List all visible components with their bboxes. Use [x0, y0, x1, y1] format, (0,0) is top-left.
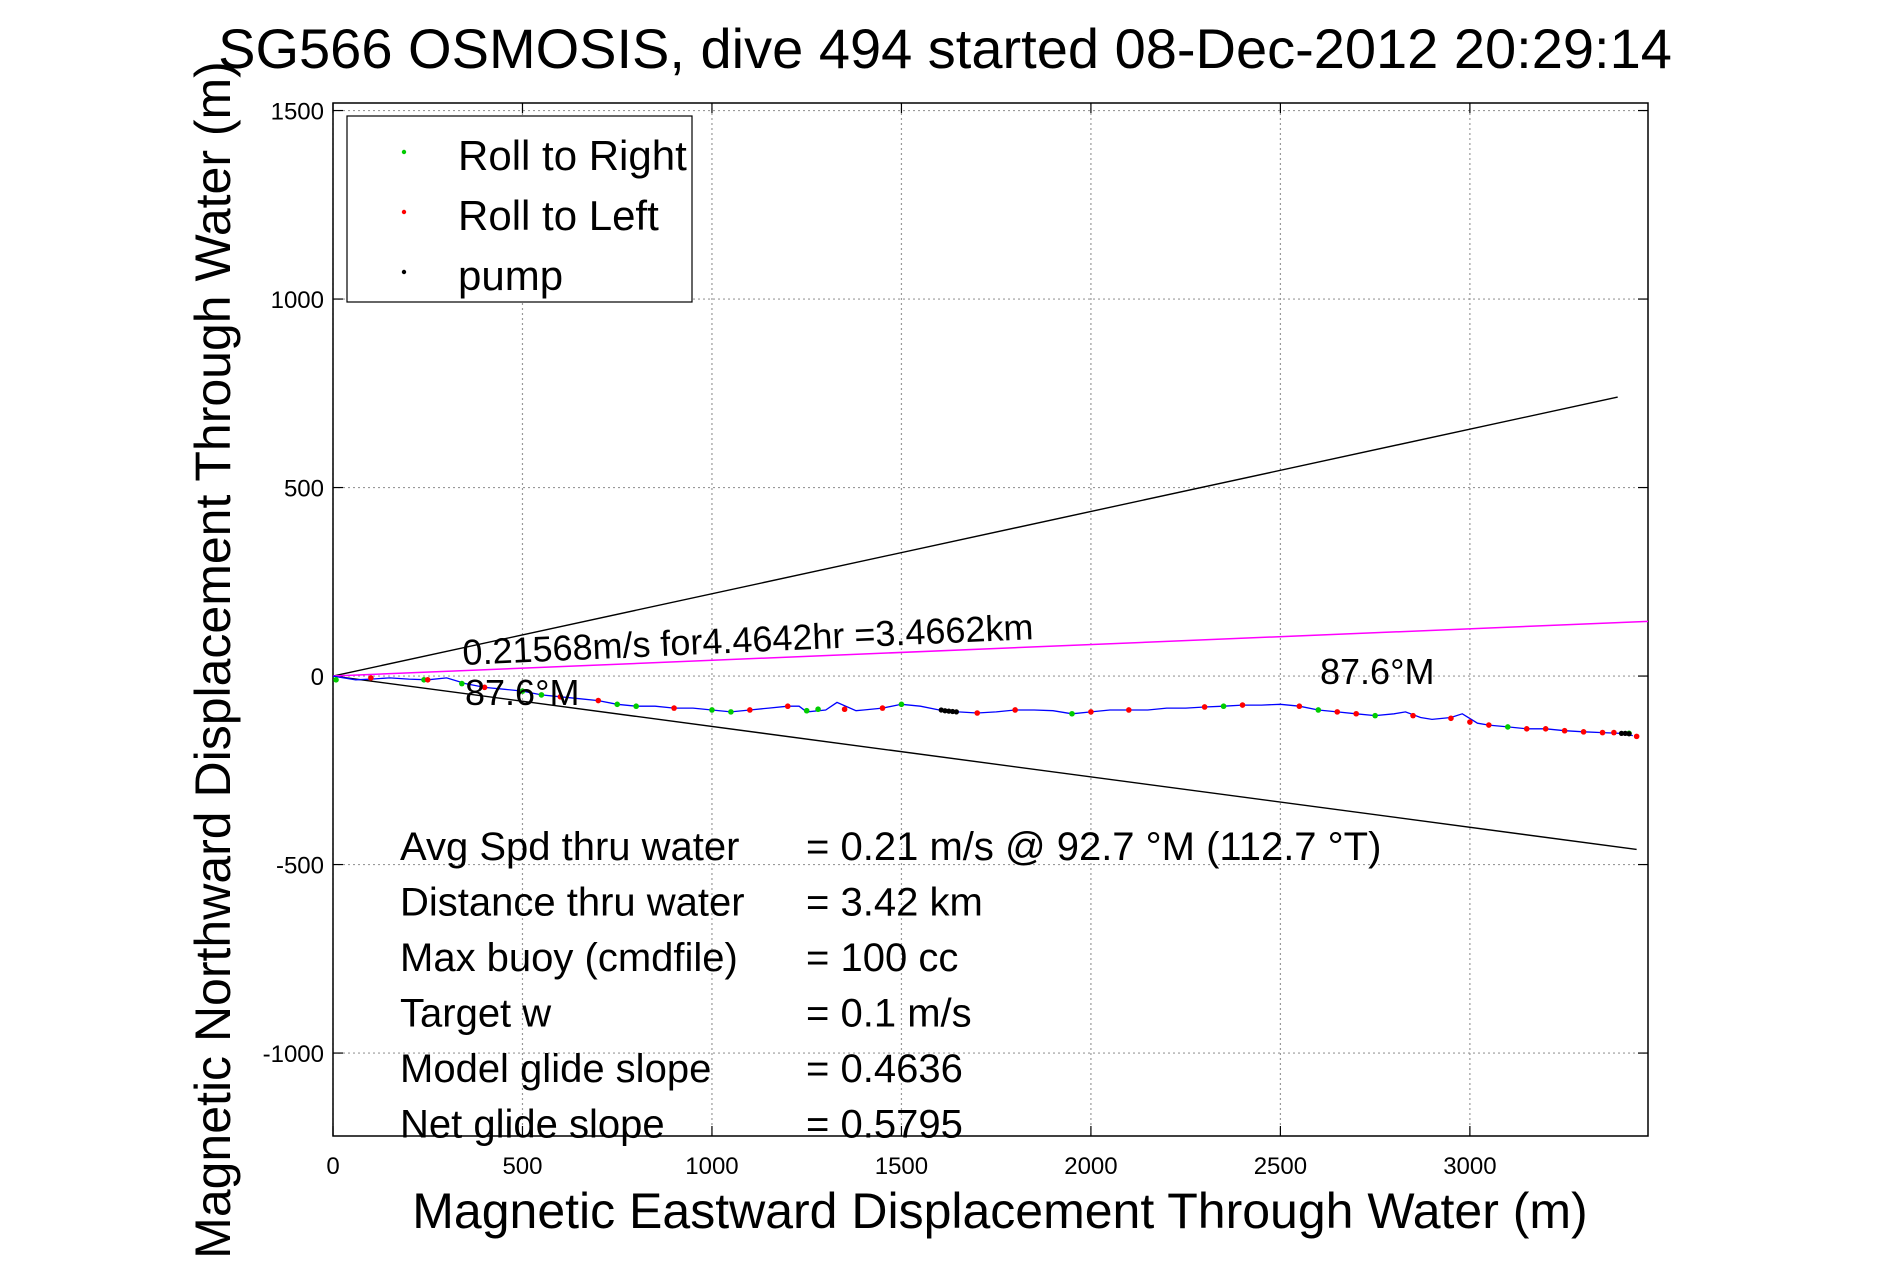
point-roll-to-right: [459, 680, 465, 687]
track-line: [332, 675, 1633, 737]
point-roll-to-left: [879, 705, 886, 711]
heading-annotation-left: 87.6°M: [465, 672, 579, 713]
point-roll-to-left: [1239, 702, 1246, 708]
point-roll-to-left: [424, 677, 431, 683]
point-roll-to-left: [1088, 709, 1094, 715]
point-roll-to-left: [1542, 726, 1549, 732]
point-roll-to-left: [1599, 729, 1606, 736]
point-roll-to-left: [974, 710, 981, 716]
point-roll-to-right: [1220, 703, 1227, 710]
point-roll-to-left: [1334, 709, 1341, 715]
x-axis-label: Magnetic Eastward Displacement Through W…: [412, 1183, 1587, 1239]
x-tick-label: 500: [502, 1153, 542, 1180]
point-roll-to-right: [815, 706, 821, 713]
current-line: [332, 620, 1649, 677]
point-roll-to-right: [728, 709, 734, 715]
stats-value: = 0.4636: [806, 1047, 963, 1091]
point-roll-to-right: [519, 688, 526, 694]
x-tick-label: 1000: [685, 1153, 738, 1180]
point-roll-to-left: [368, 675, 374, 681]
point-roll-to-left: [784, 703, 791, 710]
point-pump: [942, 708, 948, 714]
point-roll-to-left: [841, 706, 848, 713]
point-pump: [946, 708, 952, 714]
envelope-line: [332, 396, 1618, 677]
point-pump: [953, 709, 959, 715]
point-roll-to-left: [1561, 727, 1568, 734]
point-roll-to-left: [1012, 707, 1018, 713]
point-roll-to-left: [1201, 704, 1208, 710]
point-roll-to-left: [1467, 719, 1473, 725]
point-roll-to-right: [1069, 710, 1075, 717]
stats-value: = 100 cc: [806, 936, 958, 980]
point-roll-to-left: [747, 707, 753, 713]
legend-marker: [401, 149, 407, 155]
x-tick-label: 2000: [1064, 1153, 1117, 1180]
point-roll-to-right: [709, 707, 715, 713]
y-tick-label: 1500: [271, 99, 324, 126]
point-roll-to-right: [803, 707, 810, 714]
stats-label: Model glide slope: [400, 1047, 711, 1091]
point-roll-to-right: [633, 703, 639, 710]
point-pump: [1626, 731, 1632, 737]
x-tick-label: 2500: [1254, 1153, 1307, 1180]
y-tick-label: -500: [276, 853, 324, 880]
point-roll-to-left: [1126, 707, 1132, 713]
x-tick-label: 0: [326, 1153, 339, 1180]
point-roll-to-left: [1410, 712, 1416, 719]
point-roll-to-right: [1504, 724, 1511, 730]
envelope-line: [332, 675, 1637, 851]
point-roll-to-left: [1611, 729, 1617, 736]
point-roll-to-left: [595, 697, 602, 704]
point-pump: [950, 708, 956, 715]
point-roll-to-right: [333, 677, 339, 683]
point-roll-to-right: [898, 701, 905, 708]
point-roll-to-right: [1315, 707, 1322, 713]
current-annotation: 0.21568m/s for4.4642hr =3.4662km: [462, 606, 1035, 673]
y-axis-label: Magnetic Northward Displacement Through …: [185, 61, 241, 1259]
stats-label: Distance thru water: [400, 881, 745, 925]
point-pump: [1618, 730, 1625, 736]
legend-marker: [401, 269, 407, 275]
point-roll-to-left: [1353, 710, 1359, 717]
stats-label: Avg Spd thru water: [400, 825, 739, 869]
legend-label: Roll to Left: [458, 192, 659, 239]
y-tick-label: 0: [311, 664, 324, 691]
y-tick-label: -1000: [263, 1041, 324, 1068]
point-roll-to-left: [1523, 726, 1530, 732]
point-roll-to-left: [557, 693, 564, 700]
legend-label: Roll to Right: [458, 132, 687, 179]
stats-value: = 0.21 m/s @ 92.7 °M (112.7 °T): [806, 825, 1381, 869]
stats-value: = 0.5795: [806, 1103, 963, 1147]
stats-label: Max buoy (cmdfile): [400, 936, 738, 980]
chart-title: SG566 OSMOSIS, dive 494 started 08-Dec-2…: [218, 17, 1672, 80]
legend-marker: [401, 209, 407, 215]
heading-annotation-right: 87.6°M: [1320, 651, 1434, 692]
x-tick-label: 1500: [875, 1153, 928, 1180]
stats-value: = 3.42 km: [806, 881, 983, 925]
plot-frame: [332, 102, 1649, 1137]
legend-label: pump: [458, 252, 563, 299]
y-tick-label: 500: [284, 476, 324, 503]
point-roll-to-left: [1633, 733, 1640, 740]
stats-label: Net glide slope: [400, 1103, 665, 1147]
point-roll-to-left: [1486, 722, 1492, 728]
stats-value: = 0.1 m/s: [806, 992, 972, 1036]
y-tick-label: 1000: [271, 287, 324, 314]
plot-area: 0 500 1000 1500 2000 2500 3000 1500 1000 500 0 -500…: [263, 99, 1649, 1180]
stats-label: Target w: [400, 992, 551, 1036]
point-roll-to-left: [1296, 703, 1303, 710]
point-roll-to-left: [481, 684, 488, 691]
point-roll-to-right: [1372, 712, 1378, 719]
point-roll-to-left: [671, 705, 677, 711]
point-roll-to-right: [614, 701, 621, 708]
point-pump: [1622, 730, 1628, 736]
point-roll-to-left: [1580, 729, 1587, 735]
point-roll-to-right: [538, 692, 545, 698]
x-tick-label: 3000: [1443, 1153, 1496, 1180]
point-roll-to-left: [1448, 715, 1454, 722]
